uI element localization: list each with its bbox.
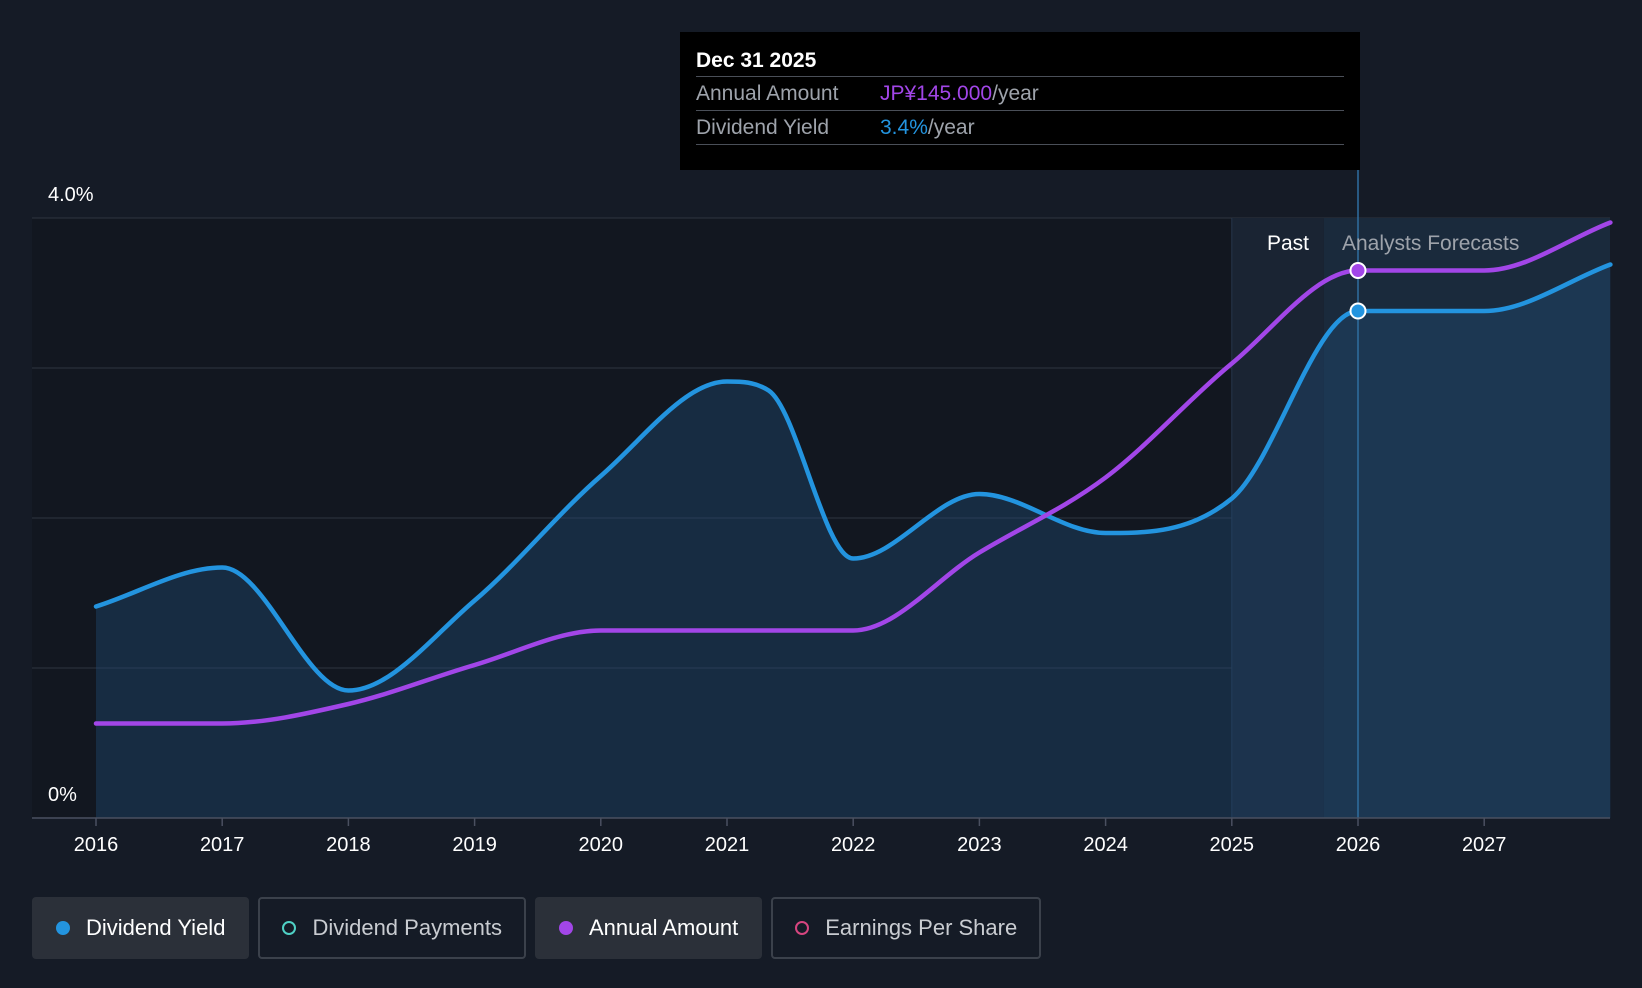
x-axis: 2016 2017 2018 2019 2020 2021 2022 2023 2024 2025… bbox=[32, 817, 1610, 856]
x-tick-label: 2022 bbox=[831, 834, 876, 856]
x-tick-label: 2016 bbox=[74, 834, 119, 856]
x-tick-label: 2020 bbox=[579, 834, 624, 856]
x-tick-label: 2027 bbox=[1462, 834, 1507, 856]
tooltip-dividend-yield-unit: /year bbox=[927, 116, 975, 139]
legend-dividend-payments-dot-icon bbox=[282, 921, 297, 935]
legend-annual-amount-dot-icon bbox=[558, 921, 573, 935]
y-axis-bottom-label: 0% bbox=[48, 784, 77, 806]
tooltip-dividend-yield-label: Dividend Yield bbox=[696, 116, 830, 139]
chart-tooltip: Dec 31 2025 Annual Amount JP¥145.000 /ye… bbox=[680, 32, 1360, 170]
x-tick-label: 2017 bbox=[200, 834, 245, 856]
x-tick-label: 2021 bbox=[705, 834, 750, 856]
annual-amount-highlight-marker bbox=[1349, 262, 1367, 279]
legend-dividend-payments[interactable]: Dividend Payments bbox=[258, 897, 526, 959]
x-tick-label: 2018 bbox=[326, 834, 371, 856]
x-tick-label: 2025 bbox=[1210, 834, 1255, 856]
tooltip-row-dividend-yield: Dividend Yield 3.4% /year bbox=[696, 110, 1344, 145]
forecast-region-label: Analysts Forecasts bbox=[1342, 232, 1519, 255]
tooltip-annual-amount-value: JP¥145.000 bbox=[880, 82, 993, 105]
legend-dividend-payments-label: Dividend Payments bbox=[312, 915, 502, 940]
legend-earnings-per-share-dot-icon bbox=[795, 921, 810, 935]
x-tick-label: 2023 bbox=[957, 834, 1002, 856]
legend-earnings-per-share-label: Earnings Per Share bbox=[825, 915, 1018, 940]
chart-legend: Dividend Yield Dividend Payments Annual … bbox=[32, 897, 1042, 959]
x-tick-label: 2024 bbox=[1083, 834, 1128, 856]
legend-annual-amount-label: Annual Amount bbox=[588, 915, 739, 940]
tooltip-annual-amount-label: Annual Amount bbox=[696, 82, 839, 105]
tooltip-annual-amount-unit: /year bbox=[992, 82, 1039, 105]
forecast-regions bbox=[1231, 218, 1610, 818]
dividend-yield-area bbox=[96, 264, 1611, 818]
legend-dividend-yield-label: Dividend Yield bbox=[86, 915, 226, 940]
tooltip-row-annual-amount: Annual Amount JP¥145.000 /year bbox=[696, 76, 1344, 110]
legend-dividend-yield-dot-icon bbox=[56, 921, 70, 935]
x-tick-label: 2019 bbox=[452, 834, 497, 856]
x-tick-label: 2026 bbox=[1336, 834, 1381, 856]
legend-dividend-yield[interactable]: Dividend Yield bbox=[32, 897, 250, 959]
forecast-region-shade bbox=[1323, 218, 1610, 818]
tooltip-date: Dec 31 2025 bbox=[696, 49, 817, 72]
past-region-label: Past bbox=[1267, 232, 1309, 255]
highlight-markers bbox=[1349, 170, 1367, 818]
tooltip-dividend-yield-value: 3.4% bbox=[880, 116, 928, 139]
series-areas bbox=[96, 264, 1611, 818]
y-axis-top-label: 4.0% bbox=[48, 184, 94, 206]
legend-earnings-per-share[interactable]: Earnings Per Share bbox=[771, 897, 1042, 959]
dividend-yield-highlight-marker bbox=[1349, 302, 1367, 320]
dividend-yield-line bbox=[93, 262, 1613, 693]
legend-annual-amount[interactable]: Annual Amount bbox=[534, 897, 763, 959]
